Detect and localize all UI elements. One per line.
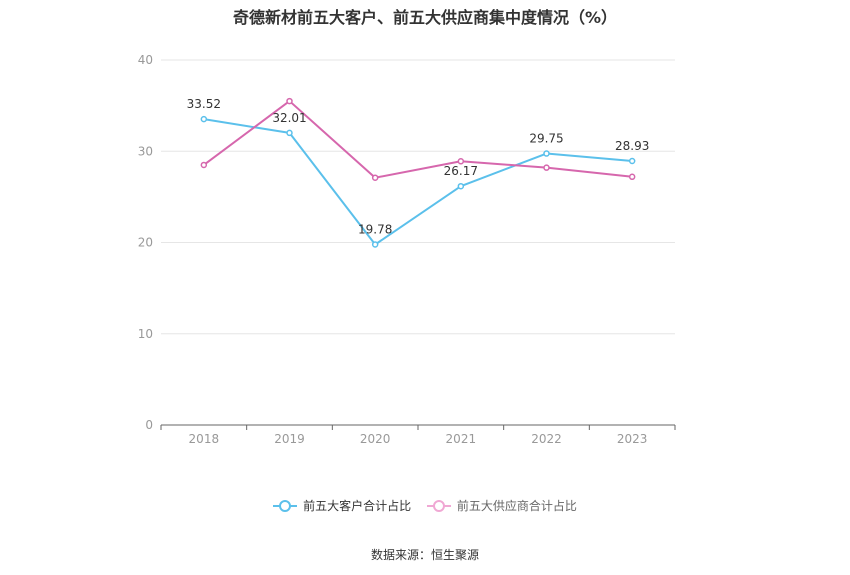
legend-item-customers[interactable]: 前五大客户合计占比: [273, 497, 411, 514]
data-point[interactable]: [286, 129, 293, 137]
series-line-0: [203, 118, 633, 246]
data-point[interactable]: [371, 174, 379, 181]
data-point[interactable]: [200, 161, 208, 169]
legend-label-suppliers: 前五大供应商合计占比: [456, 499, 577, 513]
data-label: 28.93: [615, 139, 649, 153]
y-tick-label: 20: [138, 236, 153, 250]
data-point[interactable]: [457, 182, 465, 190]
chart-title: 奇德新材前五大客户、前五大供应商集中度情况（%）: [232, 8, 618, 27]
data-label: 19.78: [358, 223, 392, 237]
data-point[interactable]: [200, 115, 208, 123]
y-tick-label: 10: [138, 327, 153, 341]
data-point[interactable]: [543, 164, 550, 171]
data-point[interactable]: [457, 158, 465, 165]
data-point[interactable]: [628, 157, 636, 165]
data-point[interactable]: [628, 173, 636, 181]
series-line-1: [203, 100, 633, 179]
data-label-layer: 33.52 32.01 19.78 26.17 29.75 28.93: [187, 97, 650, 236]
legend-swatch-suppliers: [426, 499, 451, 512]
y-tick-label: 40: [138, 53, 153, 67]
y-tick-label: 30: [138, 144, 153, 158]
x-tick-label: 2019: [274, 432, 305, 446]
grid-layer: [161, 59, 675, 335]
legend-label-customers: 前五大客户合计占比: [303, 499, 412, 513]
series-layer: [200, 97, 636, 248]
legend-item-suppliers[interactable]: 前五大供应商合计占比: [426, 497, 577, 514]
data-label: 32.01: [272, 111, 306, 125]
data-point[interactable]: [371, 241, 379, 248]
legend-swatch-customers: [273, 499, 298, 512]
x-tick-label: 2022: [531, 432, 562, 446]
x-tick-label: 2018: [189, 432, 220, 446]
axis-layer: 0 10 20 30 40 2018 2019 2020 2021 2022 2023: [138, 53, 676, 446]
data-label: 26.17: [444, 164, 478, 178]
x-tick-label: 2021: [446, 432, 477, 446]
x-tick-label: 2023: [617, 432, 648, 446]
data-point[interactable]: [286, 97, 293, 105]
legend: 前五大客户合计占比 前五大供应商合计占比: [0, 497, 850, 515]
y-tick-label: 0: [145, 418, 153, 432]
data-label: 33.52: [187, 97, 221, 111]
data-source: 数据来源：恒生聚源: [370, 548, 479, 562]
data-point[interactable]: [543, 150, 550, 157]
data-label: 29.75: [529, 132, 563, 146]
x-tick-label: 2020: [360, 432, 391, 446]
